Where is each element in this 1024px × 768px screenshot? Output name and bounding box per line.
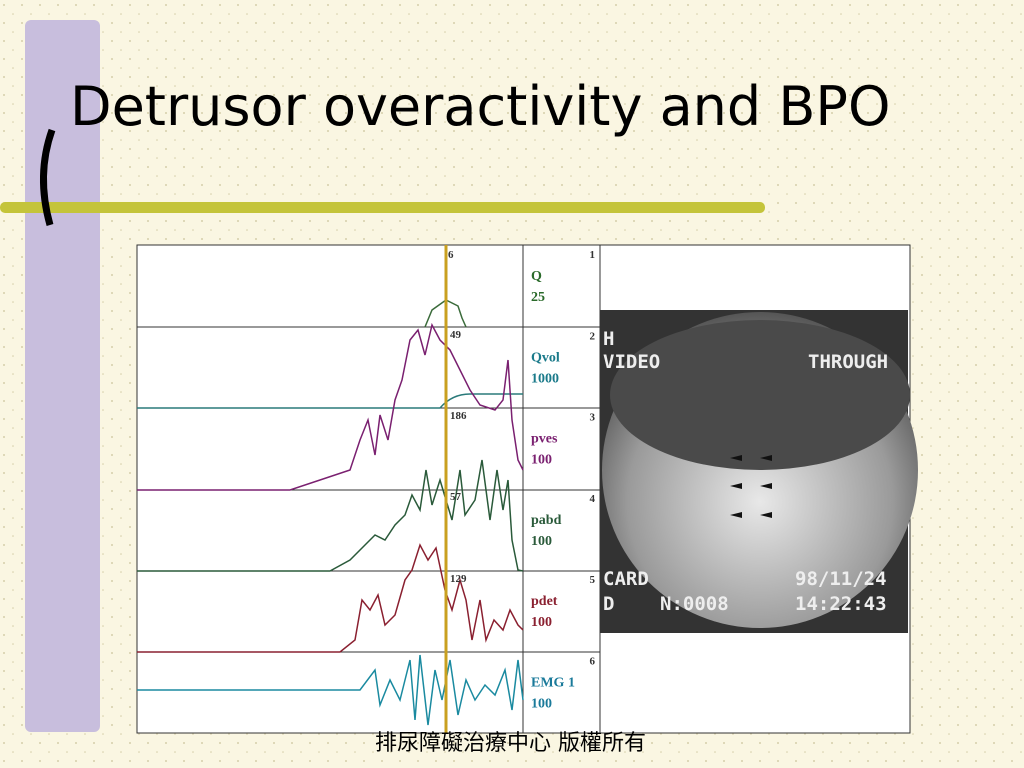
marker: 186 [450, 410, 467, 422]
channel-number: 4 [590, 493, 596, 505]
marker: 6 [448, 249, 454, 261]
channel-number: 3 [590, 412, 596, 424]
bracket [40, 128, 56, 226]
channel-name: EMG 1 [531, 676, 575, 691]
title-rule [0, 202, 765, 213]
channel-name: Q [531, 269, 542, 284]
channel-name: pves [531, 432, 558, 447]
arrowheads [730, 455, 772, 518]
channel-scale: 100 [531, 534, 552, 549]
channel-number: 1 [590, 249, 596, 261]
scope-shadow [610, 320, 910, 470]
video-text: N:0008 [660, 593, 729, 615]
marker: 129 [450, 573, 467, 585]
channel-scale: 25 [531, 290, 545, 305]
channel-number: 5 [590, 574, 596, 586]
traces [137, 299, 524, 726]
channel-name: pabd [531, 513, 562, 528]
video-text: H [603, 328, 614, 350]
channel-scale: 100 [531, 697, 552, 712]
title: Detrusor overactivity and BPO [70, 75, 890, 138]
channel-scale: 100 [531, 453, 552, 468]
video-text: 14:22:43 [795, 593, 887, 615]
marker: 49 [450, 329, 462, 341]
channel-scale: 1000 [531, 371, 559, 386]
channel-scale: 100 [531, 615, 552, 630]
channel-number: 6 [590, 656, 596, 668]
video-text: THROUGH [808, 351, 888, 373]
video-text: 98/11/24 [795, 568, 887, 590]
marker: 57 [450, 491, 462, 503]
video-text: CARD [603, 568, 649, 590]
footer: 排尿障礙治療中心 版權所有 [375, 731, 646, 756]
channel-name: pdet [531, 594, 558, 609]
channel-number: 2 [590, 330, 596, 342]
video-text: VIDEO [603, 351, 660, 373]
video-text: D [603, 593, 614, 615]
urodynamic-figure: 6 49 186 57 129 1 Q 25 2 Qvol 1000 3 pves 100 4 pa… [136, 244, 918, 734]
channel-name: Qvol [531, 350, 560, 365]
